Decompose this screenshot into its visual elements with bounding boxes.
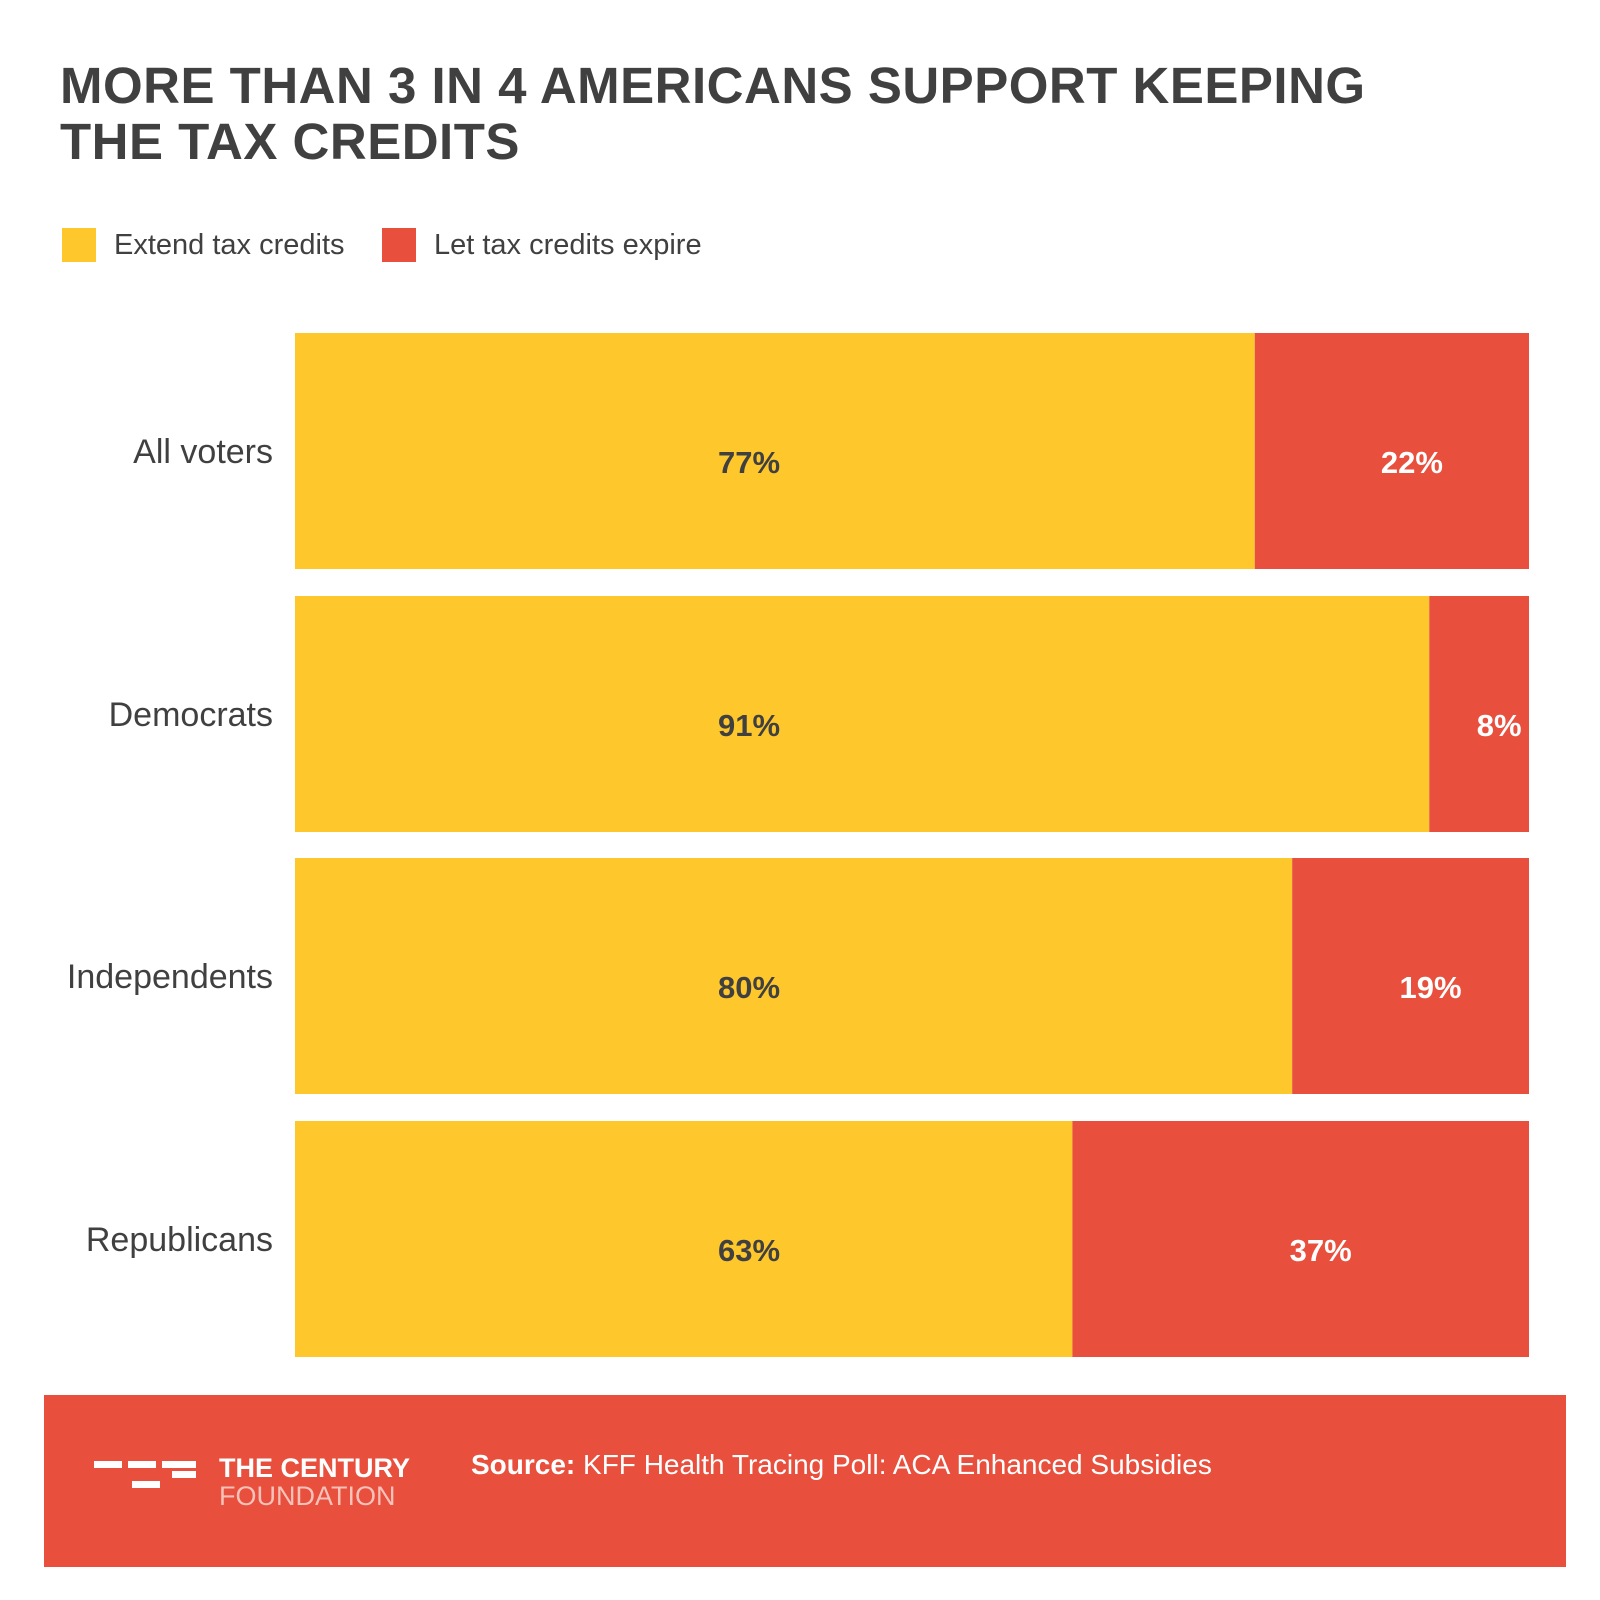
data-label: 63% [718, 1233, 780, 1268]
data-label: 19% [1400, 970, 1462, 1005]
footer: THE CENTURY FOUNDATION Source: KFF Healt… [44, 1395, 1566, 1567]
legend-swatch-expire [382, 228, 416, 262]
bar-segment-expire [1292, 858, 1529, 1094]
legend-label-extend: Extend tax credits [114, 228, 345, 261]
category-label: Democrats [109, 696, 273, 734]
chart-title: MORE THAN 3 IN 4 AMERICANS SUPPORT KEEPI… [60, 57, 1366, 170]
data-label: 37% [1290, 1233, 1352, 1268]
data-label: 80% [718, 970, 780, 1005]
category-label: All voters [133, 433, 273, 471]
legend-item-extend: Extend tax credits [62, 228, 345, 262]
logo-text-line1: THE CENTURY [219, 1453, 411, 1483]
source-note: Source: KFF Health Tracing Poll: ACA Enh… [471, 1449, 1212, 1481]
category-label: Independents [67, 958, 273, 996]
data-label: 91% [718, 708, 780, 743]
logo-mark-icon [94, 1461, 196, 1488]
bar-segment-extend [295, 858, 1293, 1094]
bar-segment-extend [295, 333, 1255, 569]
bar-segment-extend [295, 1121, 1073, 1357]
legend-item-expire: Let tax credits expire [382, 228, 702, 262]
legend-swatch-extend [62, 228, 96, 262]
data-label: 8% [1477, 708, 1522, 743]
source-text: KFF Health Tracing Poll: ACA Enhanced Su… [575, 1449, 1212, 1480]
stacked-bar-chart: All voters 77% 22% Democrats 91% 8% Independen… [67, 333, 1529, 1357]
data-label: 22% [1381, 445, 1443, 480]
bar-segment-expire [1429, 596, 1529, 832]
data-label: 77% [718, 445, 780, 480]
source-label: Source: [471, 1449, 576, 1480]
legend-label-expire: Let tax credits expire [434, 228, 702, 261]
bar-segment-extend [295, 596, 1430, 832]
bar-segment-expire [1254, 333, 1529, 569]
category-label: Republicans [86, 1221, 273, 1259]
bar-segment-expire [1072, 1121, 1529, 1357]
logo-text-line2: FOUNDATION [219, 1481, 396, 1511]
